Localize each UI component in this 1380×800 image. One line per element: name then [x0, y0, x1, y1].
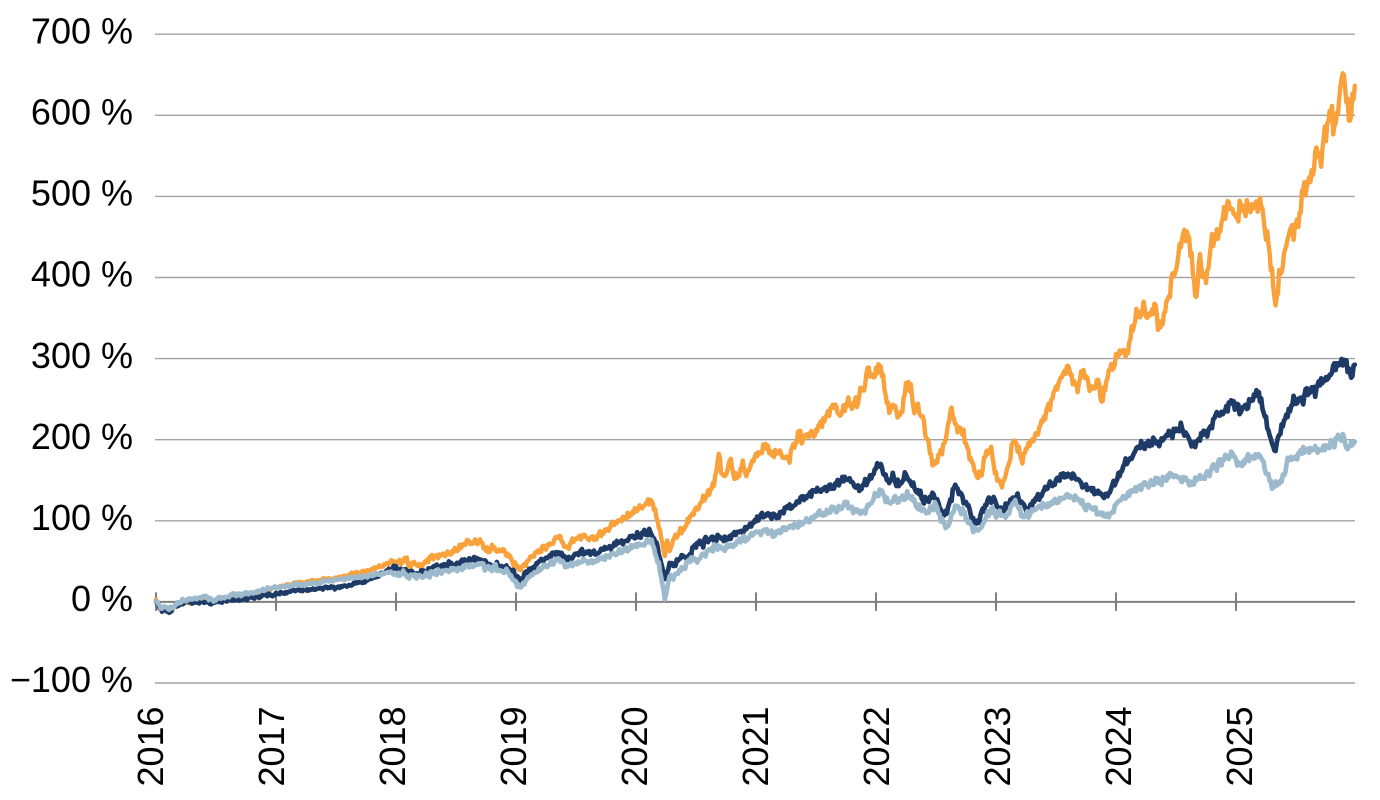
svg-text:2025: 2025	[1219, 706, 1260, 786]
svg-text:2021: 2021	[735, 706, 776, 786]
svg-text:500 %: 500 %	[31, 173, 133, 214]
svg-text:−100 %: −100 %	[10, 659, 133, 700]
svg-text:2016: 2016	[130, 706, 171, 786]
svg-text:2022: 2022	[856, 706, 897, 786]
svg-text:2023: 2023	[977, 706, 1018, 786]
svg-text:0 %: 0 %	[71, 578, 133, 619]
svg-text:600 %: 600 %	[31, 92, 133, 133]
svg-text:2018: 2018	[372, 706, 413, 786]
svg-text:300 %: 300 %	[31, 335, 133, 376]
svg-text:200 %: 200 %	[31, 416, 133, 457]
svg-text:2019: 2019	[493, 706, 534, 786]
svg-text:2024: 2024	[1098, 706, 1139, 786]
svg-text:2020: 2020	[614, 706, 655, 786]
svg-text:700 %: 700 %	[31, 10, 133, 51]
svg-text:2017: 2017	[251, 706, 292, 786]
svg-text:100 %: 100 %	[31, 497, 133, 538]
svg-text:400 %: 400 %	[31, 254, 133, 295]
